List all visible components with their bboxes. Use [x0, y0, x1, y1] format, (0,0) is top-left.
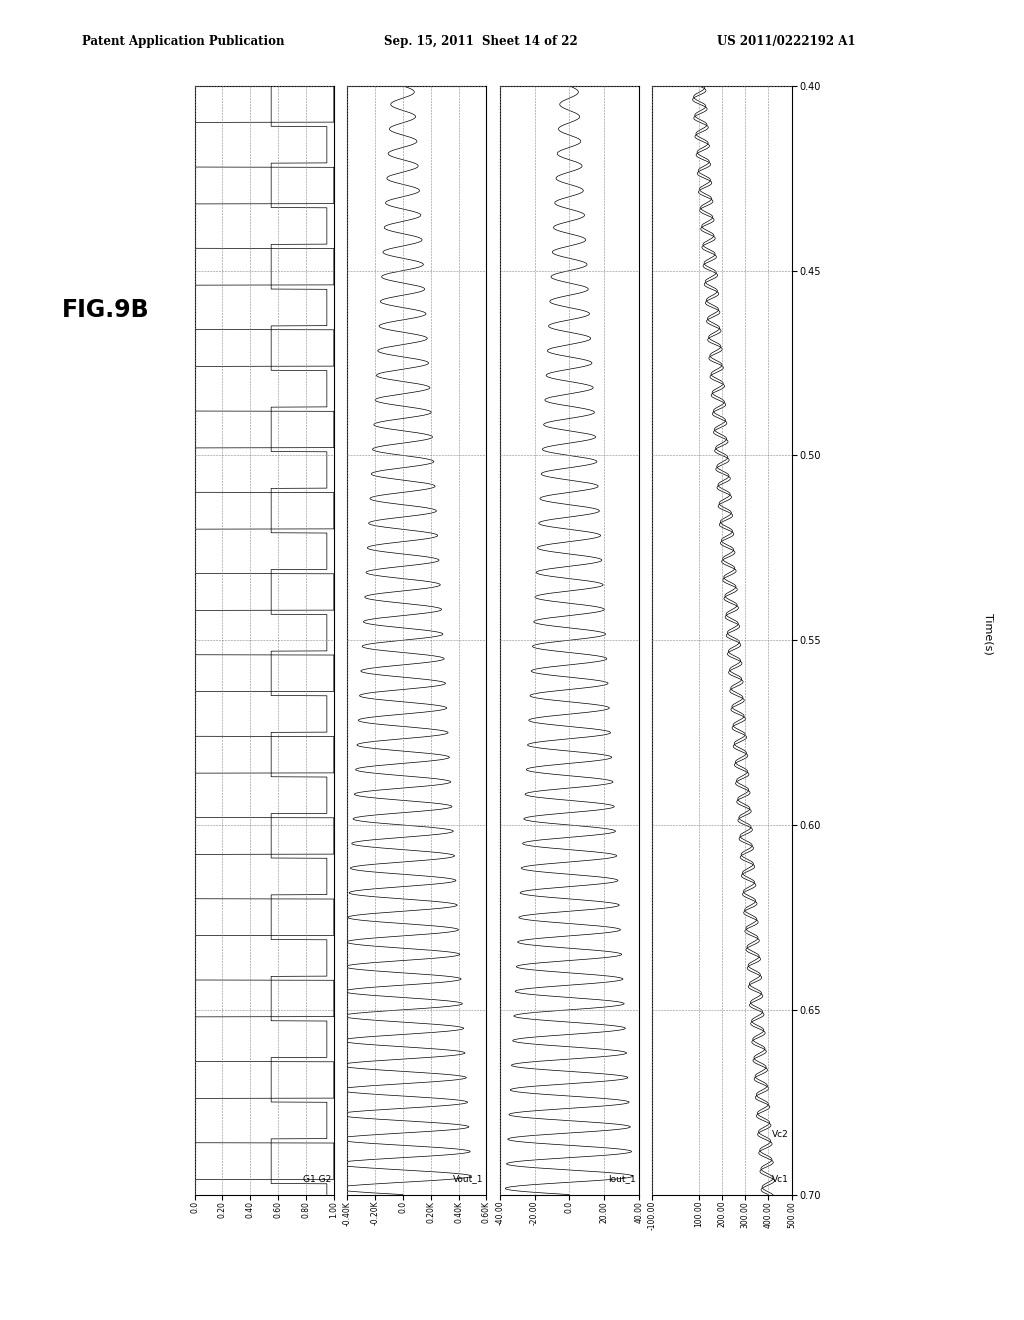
Text: FIG.9B: FIG.9B [61, 298, 150, 322]
Text: Sep. 15, 2011  Sheet 14 of 22: Sep. 15, 2011 Sheet 14 of 22 [384, 34, 578, 48]
Text: Patent Application Publication: Patent Application Publication [82, 34, 285, 48]
Text: G1 G2: G1 G2 [303, 1175, 331, 1184]
Text: Iout_1: Iout_1 [608, 1175, 636, 1184]
Text: Vout_1: Vout_1 [453, 1175, 483, 1184]
Text: US 2011/0222192 A1: US 2011/0222192 A1 [717, 34, 855, 48]
Text: Vc2: Vc2 [772, 1130, 788, 1139]
Text: Vc1: Vc1 [772, 1175, 788, 1184]
Text: Time(s): Time(s) [983, 612, 993, 655]
